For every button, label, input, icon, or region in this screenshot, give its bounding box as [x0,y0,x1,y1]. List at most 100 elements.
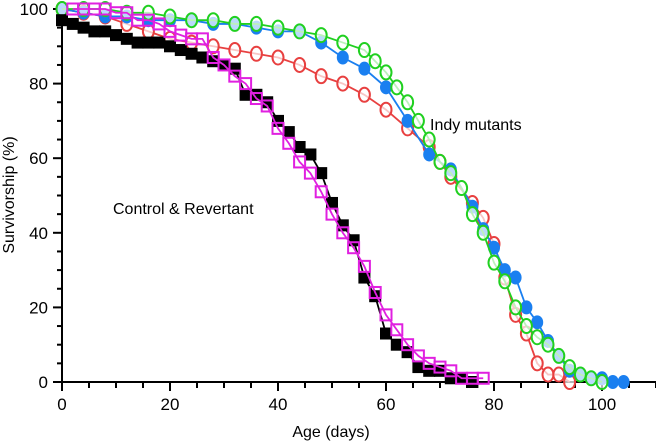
series-layer [55,1,630,390]
data-point [498,263,511,278]
data-point [206,50,220,64]
data-point [563,359,577,376]
data-point [110,29,122,42]
data-point [336,34,350,51]
x-tick-label: 60 [377,395,396,414]
data-point [152,17,166,31]
data-point [271,19,285,36]
data-point [293,23,307,40]
data-point [314,27,328,44]
data-point [423,364,436,377]
data-point [379,308,393,322]
y-tick-label: 100 [20,0,48,19]
data-point [293,155,307,169]
data-point [261,96,274,109]
x-tick-label: 20 [161,395,180,414]
data-point [552,366,566,383]
data-point [379,64,393,81]
data-point [174,44,187,57]
y-tick-label: 20 [29,298,48,317]
data-point [476,371,490,385]
data-point [66,17,79,30]
data-point [444,372,457,385]
data-point [228,15,242,32]
data-point [530,355,544,372]
data-point [509,299,523,316]
data-point [185,47,198,60]
x-axis-title: Age (days) [292,424,369,441]
x-tick-label: 40 [269,395,288,414]
data-point [357,259,371,273]
data-point [163,8,177,25]
data-point [476,224,490,241]
data-point [239,77,253,91]
data-point [271,121,285,135]
data-point [207,55,220,68]
data-point [293,141,306,154]
data-point [228,69,242,83]
data-point [131,36,144,49]
data-point [217,58,231,72]
data-point [88,25,101,38]
data-point [314,68,328,85]
x-tick-label: 80 [485,395,504,414]
data-point [423,147,436,162]
y-tick-label: 60 [29,149,48,168]
data-point [368,53,382,70]
data-point [336,226,350,240]
x-tick-label: 0 [57,395,66,414]
data-point [77,21,90,34]
data-point [249,15,263,32]
data-point [488,240,500,255]
data-point [498,273,512,290]
data-point [315,167,328,180]
data-point [380,80,392,95]
data-point [509,270,522,285]
data-point [401,346,414,359]
data-point [379,101,393,118]
data-point [487,254,501,271]
data-point [293,56,307,73]
data-point [185,12,199,29]
data-point [422,131,436,148]
data-point [358,61,371,76]
y-tick-label: 40 [29,224,48,243]
x-tick-label: 100 [588,395,616,414]
data-point [444,165,458,182]
data-point [206,12,220,29]
data-point [357,86,371,103]
data-point [239,88,252,101]
data-point [142,36,155,49]
data-point [380,327,392,340]
data-point [531,315,544,330]
data-point [164,40,176,53]
data-point [401,338,415,352]
data-point [411,349,425,363]
data-point [433,153,447,170]
data-point [228,62,241,75]
data-point [304,148,317,161]
data-point [282,136,296,150]
data-point [541,336,555,353]
data-point [520,300,533,315]
annotation-control-revertant: Control & Revertant [113,201,254,218]
data-point [195,32,209,46]
data-point [390,79,404,96]
data-point [282,126,295,139]
data-point [55,1,69,17]
y-tick-label: 0 [39,373,48,392]
data-point [552,347,566,364]
data-point [530,329,544,346]
data-point [99,25,112,38]
data-point [401,113,414,128]
data-point [412,361,425,374]
data-point [120,6,134,20]
series-indy-mutant-blue [56,2,630,389]
data-point [141,4,155,21]
data-point [249,45,263,62]
data-point [606,375,619,389]
data-point [303,166,317,180]
data-point [595,374,609,390]
data-point [465,206,479,223]
